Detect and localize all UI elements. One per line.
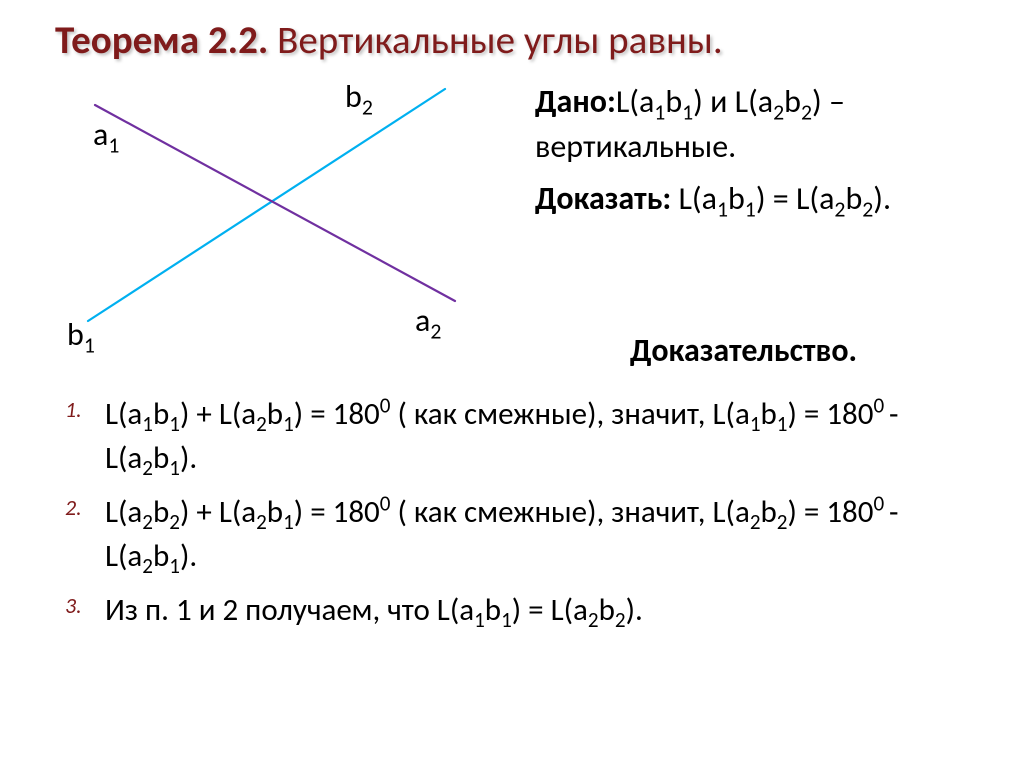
- proof-step-text: L(a2b2) + L(a2b1) = 1800 ( как смежные),…: [105, 493, 898, 575]
- slide-title: Теорема 2.2. Вертикальные углы равны.: [55, 18, 969, 65]
- proof-step: 1. L(a1b1) + L(a2b1) = 1800 ( как смежные…: [65, 392, 969, 480]
- diagram-label: b1: [67, 315, 95, 354]
- proof-step-text: Из п. 1 и 2 получаем, что L(a1b1) = L(a2…: [105, 591, 643, 629]
- proof-step: 2. L(a2b2) + L(a2b1) = 1800 ( как смежные…: [65, 490, 969, 578]
- theorem-number: Теорема 2.2.: [55, 17, 268, 64]
- given-label: Дано:: [535, 82, 616, 121]
- slide: Теорема 2.2. Вертикальные углы равны. a1…: [0, 0, 1024, 768]
- prove-text: L(a1b1) = L(a2b2).: [678, 179, 891, 218]
- proof-step-number: 2.: [65, 492, 82, 523]
- prove-label: Доказать:: [535, 179, 671, 218]
- given-block: Дано:L(a1b1) и L(a2b2) – вертикальные. Д…: [535, 77, 969, 221]
- diagram-label: b2: [345, 77, 373, 116]
- diagram-label: a2: [415, 301, 441, 340]
- proof-step-number: 3.: [65, 590, 82, 621]
- theorem-statement: Вертикальные углы равны.: [277, 17, 723, 64]
- proof-step: 3. Из п. 1 и 2 получаем, что L(a1b1) = L(…: [65, 588, 969, 632]
- diagram-label: a1: [93, 115, 119, 154]
- proof-list: 1. L(a1b1) + L(a2b1) = 1800 ( как смежные…: [55, 392, 969, 632]
- prove-line: Доказать: L(a1b1) = L(a2b2).: [535, 176, 969, 221]
- proof-step-number: 1.: [65, 394, 82, 425]
- diagram-svg: [55, 77, 525, 375]
- proof-step-text: L(a1b1) + L(a2b1) = 1800 ( как смежные),…: [105, 395, 898, 477]
- diagram: a1 b2 b1 a2: [55, 77, 525, 375]
- given-line: Дано:L(a1b1) и L(a2b2) – вертикальные.: [535, 79, 969, 170]
- proof-heading: Доказательство.: [630, 331, 969, 370]
